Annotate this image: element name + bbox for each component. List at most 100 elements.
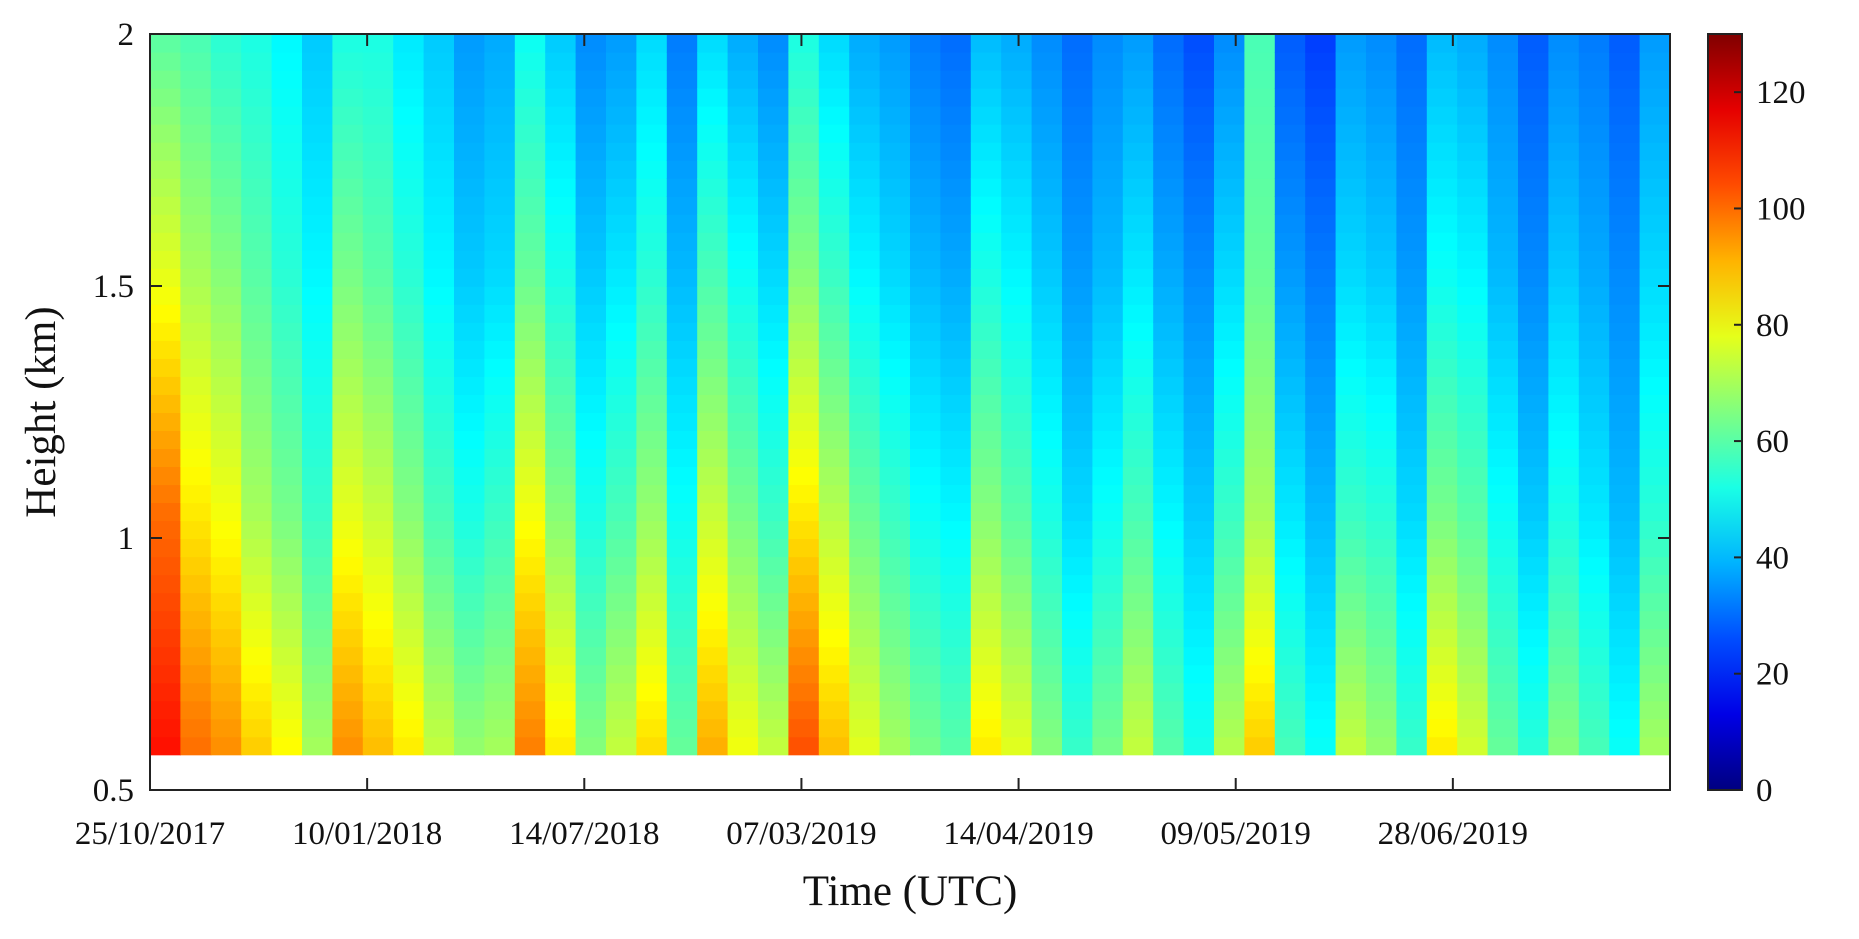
heatmap-cell xyxy=(1122,142,1154,161)
heatmap-cell xyxy=(697,430,729,450)
heatmap-cell xyxy=(606,430,637,450)
heatmap-cell xyxy=(818,538,850,558)
heatmap-cell xyxy=(1244,700,1276,720)
heatmap-cell xyxy=(484,610,516,630)
heatmap-cell xyxy=(423,268,455,287)
heatmap-cell xyxy=(1214,718,1245,738)
heatmap-cell xyxy=(1092,556,1124,576)
heatmap-cell xyxy=(271,196,303,215)
heatmap-cell xyxy=(849,34,881,53)
heatmap-cell xyxy=(1335,700,1367,720)
heatmap-cell xyxy=(575,628,607,648)
heatmap-cell xyxy=(454,664,485,684)
heatmap-cell xyxy=(241,196,273,215)
heatmap-cell xyxy=(393,286,425,305)
heatmap-cell xyxy=(879,700,911,720)
heatmap-cell xyxy=(332,196,364,215)
heatmap-cell xyxy=(545,268,577,287)
heatmap-cell xyxy=(1274,160,1306,179)
heatmap-cell xyxy=(1214,430,1245,450)
heatmap-cell xyxy=(1153,52,1185,71)
heatmap-cell xyxy=(1366,106,1397,125)
heatmap-cell xyxy=(606,556,637,576)
heatmap-cell xyxy=(393,268,425,287)
heatmap-cell xyxy=(849,430,881,450)
heatmap-cell xyxy=(1487,538,1519,558)
heatmap-cell xyxy=(636,484,668,504)
heatmap-cell xyxy=(727,700,759,720)
heatmap-cell xyxy=(1396,664,1428,684)
heatmap-cell xyxy=(180,538,212,558)
heatmap-cell xyxy=(1396,412,1428,431)
heatmap-cell xyxy=(1153,574,1185,594)
heatmap-cell xyxy=(1244,376,1276,395)
heatmap-cell xyxy=(1062,682,1093,702)
heatmap-cell xyxy=(1518,592,1549,612)
heatmap-cell xyxy=(1518,286,1549,305)
heatmap-cell xyxy=(454,736,485,756)
heatmap-cell xyxy=(970,178,1002,197)
heatmap-cell xyxy=(1001,322,1033,341)
heatmap-cell xyxy=(940,412,972,431)
heatmap-cell xyxy=(1244,646,1276,666)
heatmap-cell xyxy=(1122,502,1154,522)
heatmap-cell xyxy=(545,484,577,504)
heatmap-cell xyxy=(1274,232,1306,251)
heatmap-cell xyxy=(393,88,425,107)
heatmap-cell xyxy=(271,520,303,540)
heatmap-cell xyxy=(1153,376,1185,395)
heatmap-cell xyxy=(1487,682,1519,702)
heatmap-cell xyxy=(1487,736,1519,756)
heatmap-cell xyxy=(1457,52,1489,71)
heatmap-cell xyxy=(393,520,425,540)
heatmap-cell xyxy=(1122,376,1154,395)
heatmap-cell xyxy=(1122,340,1154,359)
heatmap-cell xyxy=(697,340,729,359)
heatmap-cell xyxy=(636,700,668,720)
heatmap-cell xyxy=(1092,232,1124,251)
heatmap-cell xyxy=(484,412,516,431)
heatmap-cell xyxy=(1578,286,1610,305)
heatmap-cell xyxy=(1244,574,1276,594)
heatmap-cell xyxy=(666,268,698,287)
heatmap-cell xyxy=(758,160,789,179)
heatmap-cell xyxy=(636,664,668,684)
heatmap-cell xyxy=(1457,700,1489,720)
heatmap-cell xyxy=(484,466,516,486)
heatmap-cell xyxy=(362,358,394,377)
heatmap-cell xyxy=(1609,556,1641,576)
heatmap-cell xyxy=(1001,34,1033,53)
heatmap-cell xyxy=(818,412,850,431)
heatmap-cell xyxy=(1214,106,1245,125)
heatmap-cell xyxy=(1578,520,1610,540)
heatmap-cell xyxy=(1457,610,1489,630)
heatmap-cell xyxy=(727,592,759,612)
heatmap-cell xyxy=(271,124,303,143)
heatmap-cell xyxy=(818,610,850,630)
heatmap-cell xyxy=(575,574,607,594)
heatmap-cell xyxy=(636,592,668,612)
heatmap-cell xyxy=(1426,304,1458,323)
heatmap-cell xyxy=(1518,664,1549,684)
heatmap-cell xyxy=(970,88,1002,107)
heatmap-cell xyxy=(545,340,577,359)
heatmap-cell xyxy=(484,556,516,576)
heatmap-cell xyxy=(1001,232,1033,251)
heatmap-cell xyxy=(697,304,729,323)
heatmap-cell xyxy=(484,304,516,323)
heatmap-cell xyxy=(758,592,789,612)
heatmap-cell xyxy=(302,178,333,197)
heatmap-cell xyxy=(1548,250,1580,269)
heatmap-cell xyxy=(1031,664,1063,684)
heatmap-cell xyxy=(210,484,242,504)
heatmap-cell xyxy=(1092,142,1124,161)
heatmap-cell xyxy=(210,196,242,215)
heatmap-cell xyxy=(1031,538,1063,558)
heatmap-cell xyxy=(1001,268,1033,287)
heatmap-cell xyxy=(1457,196,1489,215)
heatmap-cell xyxy=(454,286,485,305)
heatmap-cell xyxy=(1639,718,1671,738)
heatmap-cell xyxy=(666,556,698,576)
heatmap-cell xyxy=(210,322,242,341)
heatmap-cell xyxy=(1244,430,1276,450)
